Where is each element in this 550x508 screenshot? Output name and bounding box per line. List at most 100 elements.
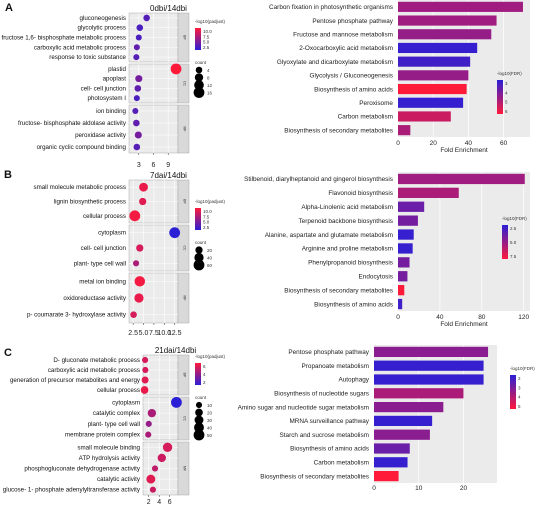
dot	[133, 54, 140, 61]
dot-colorbar-0-bar	[195, 28, 201, 50]
category-label: Flavonoid biosynthesis	[328, 190, 393, 197]
size-legend-dot	[194, 252, 204, 263]
term-label: apoplast	[103, 76, 127, 83]
dot	[146, 474, 156, 484]
bar	[374, 401, 444, 413]
dot-colorbar-2-bar	[195, 363, 201, 385]
bar	[398, 97, 464, 108]
x-tick-label: 40	[465, 140, 473, 147]
category-label: Biosynthesis of amino acids	[314, 86, 393, 93]
category-label: Peroxisome	[359, 100, 393, 107]
size-legend-label: 4	[207, 68, 210, 73]
dot	[139, 182, 148, 192]
facet-strip-label: MF	[183, 295, 187, 300]
bar-colorbar-1-tick: 7.5	[510, 254, 517, 259]
size-legend-label: 30	[207, 418, 213, 423]
size-legend-dot	[195, 401, 203, 409]
dot	[151, 465, 159, 472]
panel-letter: C	[4, 347, 12, 359]
size-legend-dot	[195, 66, 203, 74]
category-label: Propanoate metabolism	[302, 363, 370, 370]
size-legend-label: 40	[207, 256, 213, 261]
dot-panel-b: B 7dai/14dbi BP small molecule metabolic pr…	[4, 169, 226, 337]
category-label: Amino sugar and nucleotide sugar metabol…	[238, 404, 369, 411]
dot-colorbar-1-title: -log10(padjust)	[195, 199, 226, 204]
dot	[140, 386, 149, 394]
dot	[162, 442, 173, 453]
term-label: carboxylic acid metabolic process	[34, 44, 126, 51]
dot-colorbar-1-tick: 10.0	[203, 209, 212, 214]
category-label: Stilbenoid, diarylheptanoid and gingerol…	[244, 176, 393, 183]
x-tick-label: 0	[396, 140, 400, 147]
panel-title: 7dai/14dbi	[150, 171, 187, 180]
bar	[398, 257, 410, 268]
term-label: plastid	[108, 66, 126, 73]
size-legend-dot	[195, 246, 203, 254]
dot-panel-a: A 0dbi/14dbi BP gluconeogenesis glycolytic p…	[1, 2, 225, 169]
category-label: Glyoxylate and dicarboxylate metabolism	[277, 59, 393, 66]
term-label: small molecule metabolic process	[33, 184, 126, 191]
category-label: Biosynthesis of secondary metabolites	[284, 127, 393, 134]
term-label: catalytic activity	[97, 476, 141, 483]
x-axis-label: Fold Enrichment	[440, 147, 488, 154]
term-label: cellular process	[97, 387, 140, 394]
panel-title: 21dai/14dbi	[155, 346, 197, 355]
size-legend-dot	[193, 87, 205, 98]
bar	[374, 443, 410, 454]
facet-strip-label: CC	[183, 81, 187, 87]
dot	[129, 210, 141, 222]
dot	[136, 24, 144, 32]
dot	[133, 143, 141, 151]
x-tick-label: 20	[460, 485, 468, 492]
dot-colorbar-0-tick: 7.5	[203, 34, 210, 39]
dot-colorbar-1-bar	[195, 208, 201, 230]
size-legend-label: 10	[207, 403, 213, 408]
dot-colorbar-0-tick: 10.0	[203, 29, 212, 34]
category-label: Arginine and proline metabolism	[302, 246, 393, 253]
bar	[374, 360, 484, 371]
x-tick-label: 80	[478, 314, 486, 321]
term-label: cell- cell junction	[81, 85, 127, 92]
term-label: carboxylic acid metabolic process	[48, 367, 140, 374]
dot	[132, 107, 139, 115]
dot	[147, 408, 157, 418]
x-tick-label: 2.5	[128, 330, 138, 337]
dot-colorbar-1-tick: 5.0	[203, 220, 210, 225]
dot-colorbar-1-tick: 7.5	[203, 214, 210, 219]
bar	[398, 42, 478, 54]
dot	[134, 293, 144, 303]
bar	[374, 374, 484, 385]
bar-colorbar-0-tick: 3	[505, 81, 508, 86]
bar	[374, 470, 399, 482]
bar	[398, 125, 411, 136]
facet-strip-label: BP	[183, 199, 187, 204]
term-label: D- gluconate metabolic process	[53, 357, 140, 364]
bar	[374, 457, 408, 468]
size-legend-dot	[193, 259, 205, 271]
bar	[398, 83, 467, 95]
bar	[398, 15, 497, 26]
x-tick-label: 20	[430, 140, 438, 147]
bar-colorbar-2-tick: 2	[518, 376, 521, 381]
bar-colorbar-0-bar	[497, 80, 503, 114]
term-label: fructose 1,6- bisphosphate metabolic pro…	[1, 35, 126, 42]
category-label: Pentose phosphate pathway	[312, 18, 393, 25]
size-legend-dot	[194, 415, 204, 425]
size-legend-label: 12	[207, 83, 213, 88]
bar	[398, 201, 425, 212]
dot	[134, 131, 142, 139]
bar-colorbar-0-title: -log10(FDR)	[497, 71, 522, 76]
dot	[142, 356, 149, 364]
size-legend-label: 20	[207, 411, 213, 416]
term-label: glycolytic process	[78, 25, 127, 32]
category-label: 2-Oxocarboxylic acid metabolism	[299, 45, 393, 52]
category-label: Biosynthesis of amino acids	[290, 446, 369, 453]
size-legend-dot	[195, 408, 203, 417]
term-label: peroxidase activity	[75, 132, 127, 139]
dot	[134, 276, 146, 287]
x-tick-label: 40	[436, 314, 444, 321]
size-legend-label: 16	[207, 91, 213, 96]
x-tick-label: 10	[415, 485, 423, 492]
x-tick-label: 2	[147, 499, 151, 506]
